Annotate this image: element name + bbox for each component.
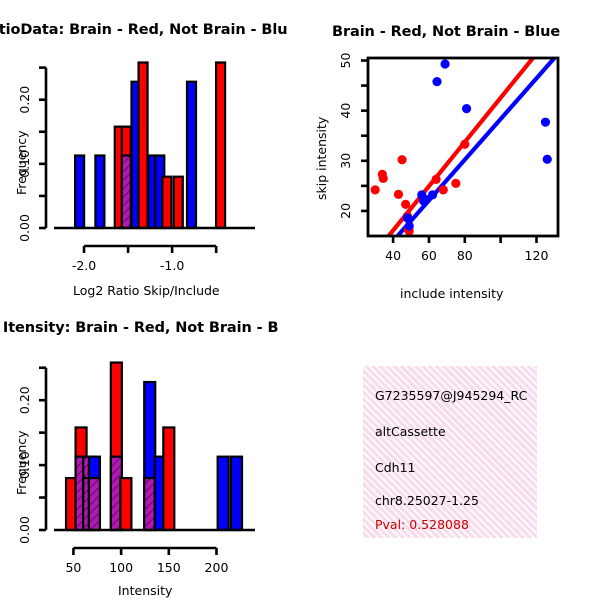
regression-line-brain (386, 58, 535, 236)
x-axis-tick-label: 200 (205, 560, 229, 575)
ratio-histogram-plot: 0.00 0.10 0.20 -2.0 -1.0 (17, 61, 255, 273)
y-axis-tick-label: 0.20 (17, 386, 32, 414)
histogram-bar-not_brain (74, 154, 86, 230)
histogram-bar-overlap (143, 476, 157, 532)
histogram-bar-brain (161, 175, 173, 230)
intensity-histogram-plot: 0.00 0.10 0.20 50 100 150 200 (17, 361, 255, 575)
x-axis-tick-label: 50 (65, 560, 81, 575)
scatter-point-not-brain (540, 117, 551, 127)
x-axis-tick-label: 60 (421, 248, 437, 263)
histogram-bar-brain (119, 476, 133, 532)
x-axis-tick-label: -1.0 (160, 258, 184, 273)
histogram-bar-overlap (87, 476, 102, 532)
scatter-point-brain (397, 155, 407, 165)
histogram-bar-not_brain (185, 80, 198, 230)
histogram-bar-not_brain (94, 154, 106, 230)
scatter-point-not-brain (461, 104, 472, 114)
scatter-point-not-brain (440, 59, 450, 69)
y-axis-tick-label: 20 (338, 203, 353, 219)
histogram-bar-brain (137, 61, 149, 230)
scatter-point-brain (451, 178, 461, 188)
ratio-histogram-title: RatioData: Brain - Red, Not Brain - Blu (0, 22, 288, 38)
info-line-event-type: altCassette (375, 424, 446, 439)
x-axis-tick-label: 150 (157, 560, 181, 575)
scatter-title: Brain - Red, Not Brain - Blue (332, 24, 561, 40)
x-axis-tick-label: 100 (109, 560, 133, 575)
scatter-point-not-brain (404, 221, 414, 231)
scatter-point-brain (378, 173, 388, 183)
y-axis-tick-label: 0.10 (17, 451, 32, 479)
y-axis-tick-label: 0.10 (17, 150, 32, 178)
scatter-point-brain (401, 199, 411, 210)
info-line-gene-symbol: Cdh11 (375, 460, 416, 475)
y-axis-tick-label: 30 (338, 153, 353, 169)
histogram-bar-brain (172, 175, 184, 230)
x-axis-tick-label: 80 (457, 248, 473, 263)
scatter-xlabel: include intensity (400, 286, 504, 301)
x-axis-tick-label: -2.0 (72, 258, 96, 273)
gene-info-panel: G7235597@J945294_RC altCassette Cdh11 ch… (363, 366, 537, 538)
x-axis-tick-label: 120 (525, 248, 549, 263)
scatter-point-not-brain (402, 213, 413, 223)
histogram-bar-brain (162, 426, 176, 532)
intensity-histogram-ylabel: Frequency (14, 430, 29, 495)
y-axis-tick-label: 0.20 (17, 86, 32, 114)
scatter-point-brain (370, 185, 380, 195)
scatter-ylabel: skip intensity (314, 116, 329, 200)
scatter-point-brain (431, 174, 441, 184)
plot-frame (366, 56, 560, 238)
scatter-point-brain (460, 139, 470, 149)
info-line-probe-id: G7235597@J945294_RC (375, 388, 528, 403)
scatter-point-brain (438, 185, 448, 195)
histogram-bar-overlap (120, 154, 132, 230)
intensity-histogram-xlabel: Intensity (118, 583, 173, 598)
x-axis-tick-label: 40 (385, 248, 401, 263)
scatter-point-not-brain (432, 76, 442, 87)
histogram-bar-not_brain (229, 455, 244, 532)
y-axis-tick-label: 0.00 (17, 214, 32, 242)
y-axis-tick-label: 50 (338, 53, 353, 69)
intensity-histogram-title: ne Itensity: Brain - Red, Not Brain - B (0, 320, 279, 336)
histogram-bar-not_brain (216, 455, 230, 532)
info-line-pvalue: Pval: 0.528088 (375, 517, 469, 532)
histogram-bar-brain (214, 61, 227, 230)
scatter-point-brain (393, 189, 404, 199)
scatter-plot: 20 30 40 50 40 60 80 120 (338, 53, 560, 263)
scatter-point-not-brain (427, 190, 438, 200)
ratio-histogram-ylabel: Frequency (14, 130, 29, 195)
regression-line-not-brain (395, 58, 556, 236)
ratio-histogram-xlabel: Log2 Ratio Skip/Include (73, 283, 220, 298)
scatter-point-not-brain (420, 194, 430, 204)
y-axis-tick-label: 0.00 (17, 516, 32, 544)
scatter-point-not-brain (542, 154, 552, 164)
info-line-coordinates: chr8.25027-1.25 (375, 493, 479, 508)
y-axis-tick-label: 40 (338, 103, 353, 119)
